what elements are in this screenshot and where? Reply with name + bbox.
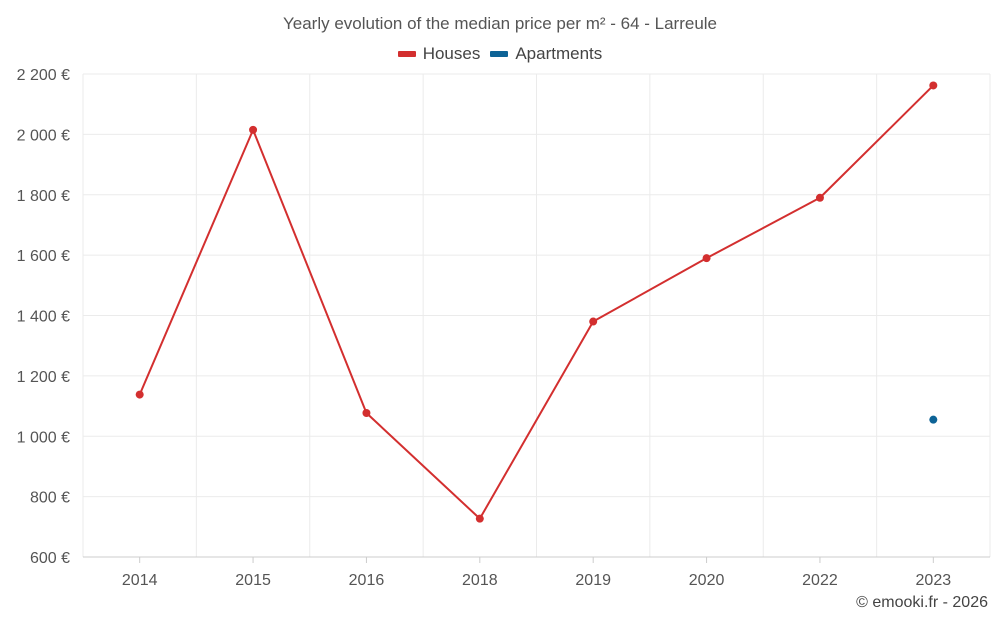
legend-swatch-houses [397,51,416,57]
x-tick-label: 2014 [122,572,158,589]
legend-swatch-apartments [490,51,509,57]
y-tick-label: 2 200 € [17,67,70,84]
chart-title: Yearly evolution of the median price per… [282,14,718,33]
legend-item-houses[interactable]: Houses [397,44,481,64]
y-tick-label: 1 400 € [17,309,70,326]
data-point-apartments [929,415,938,424]
x-tick-label: 2015 [235,572,271,589]
grid [82,73,991,557]
data-point-houses [249,125,258,134]
data-point-houses [589,317,598,326]
data-point-houses [475,514,484,523]
x-tick-label: 2022 [802,572,838,589]
axes: 600 € 800 € 1 000 € 1 200 € 1 400 € 1 600 € 1 … [17,67,990,589]
data-point-houses [702,254,711,263]
x-tick-label: 2019 [575,572,611,589]
data-point-houses [362,409,371,418]
y-tick-label: 2 000 € [17,127,70,144]
x-tick-label: 2020 [689,572,725,589]
y-tick-label: 1 800 € [17,188,70,205]
legend-item-apartments[interactable]: Apartments [490,44,602,64]
x-tick-label: 2016 [349,572,385,589]
x-tick-label: 2018 [462,572,498,589]
data-point-houses [929,81,938,90]
y-tick-label: 800 € [30,490,70,507]
credit-text: © emooki.fr - 2026 [856,594,988,611]
y-tick-label: 1 600 € [17,248,70,265]
x-tick-label: 2023 [916,572,952,589]
y-tick-label: 600 € [30,550,70,567]
legend-label-apartments: Apartments [515,44,603,63]
legend: Houses Apartments [0,44,1000,64]
y-tick-label: 1 200 € [17,369,70,386]
series [135,81,938,523]
series-line-houses [138,84,935,520]
data-point-houses [815,193,824,202]
y-tick-label: 1 000 € [17,429,70,446]
legend-label-houses: Houses [422,44,481,63]
data-point-houses [135,390,144,399]
